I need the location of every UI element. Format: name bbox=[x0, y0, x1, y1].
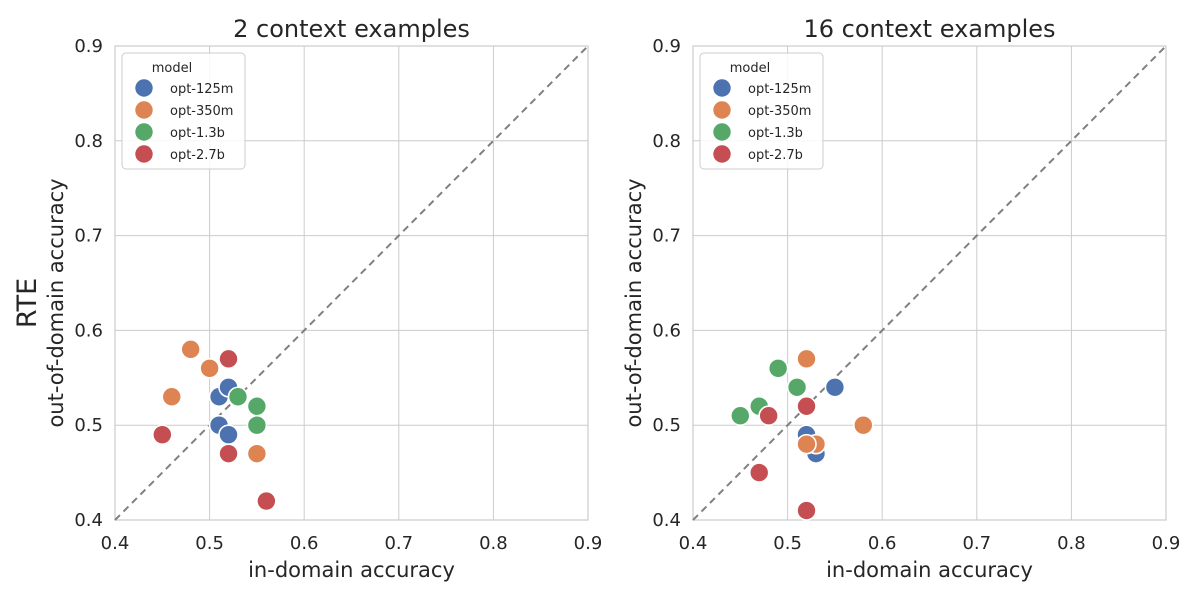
data-point-opt-2.7b bbox=[796, 395, 817, 417]
legend-box bbox=[121, 52, 246, 170]
legend: model opt-125m opt-350m opt-1.3b opt-2.7b bbox=[699, 52, 824, 170]
legend-marker-opt-2.7b bbox=[711, 143, 733, 165]
x-tick-label: 0.5 bbox=[773, 533, 802, 554]
legend-label-opt-1.3b: opt-1.3b bbox=[748, 126, 803, 141]
x-tick-label: 0.9 bbox=[1152, 533, 1181, 554]
x-axis-label: in-domain accuracy bbox=[248, 558, 455, 582]
legend-label-opt-1.3b: opt-1.3b bbox=[170, 126, 225, 141]
identity-line bbox=[692, 45, 1167, 521]
data-point-opt-350m bbox=[796, 348, 817, 370]
legend-marker-opt-1.3b bbox=[711, 121, 733, 143]
data-point-opt-350m bbox=[180, 339, 201, 360]
chart-panel-1: 0.4 0.5 0.6 0.7 0.8 0.9 0.4 0.5 0.6 0.7 0.8 0.9 2 co… bbox=[44, 15, 602, 582]
data-point-opt-2.7b bbox=[256, 490, 277, 512]
legend-marker-opt-350m bbox=[711, 99, 733, 121]
y-tick-label: 0.7 bbox=[652, 226, 681, 247]
data-point-opt-350m bbox=[199, 358, 220, 379]
y-axis-label: out-of-domain accuracy bbox=[44, 178, 68, 427]
legend-label-opt-2.7b: opt-2.7b bbox=[170, 148, 225, 163]
data-point-opt-125m bbox=[218, 424, 239, 445]
y-tick-label: 0.8 bbox=[652, 131, 681, 152]
plot-frame bbox=[114, 45, 589, 521]
data-point-opt-350m bbox=[161, 386, 183, 408]
data-point-opt-1.3b bbox=[729, 405, 751, 427]
x-tick-label: 0.7 bbox=[384, 533, 413, 554]
y-tick-label: 0.9 bbox=[74, 36, 103, 57]
data-point-opt-1.3b bbox=[246, 414, 268, 436]
row-label: RTE bbox=[12, 278, 43, 328]
y-tick-label: 0.7 bbox=[74, 226, 103, 247]
data-point-opt-2.7b bbox=[218, 443, 239, 464]
legend-label-opt-350m: opt-350m bbox=[170, 104, 233, 119]
legend-marker-opt-350m bbox=[133, 99, 155, 121]
legend-label-opt-125m: opt-125m bbox=[748, 82, 811, 97]
data-point-opt-2.7b bbox=[796, 500, 817, 521]
x-axis-label: in-domain accuracy bbox=[826, 558, 1033, 582]
legend-box bbox=[699, 52, 824, 170]
y-tick-label: 0.4 bbox=[652, 510, 681, 531]
data-point-opt-2.7b bbox=[152, 424, 173, 445]
x-tick-label: 0.5 bbox=[195, 533, 224, 554]
data-point-opt-1.3b bbox=[786, 376, 808, 398]
x-tick-label: 0.8 bbox=[1057, 533, 1086, 554]
legend-title: model bbox=[152, 61, 192, 76]
plot-frame bbox=[692, 45, 1167, 521]
identity-line bbox=[114, 45, 589, 521]
series-opt-125m bbox=[208, 376, 239, 445]
legend-label-opt-125m: opt-125m bbox=[170, 82, 233, 97]
x-tick-label: 0.4 bbox=[101, 533, 130, 554]
legend-marker-opt-125m bbox=[711, 77, 733, 99]
series-opt-1.3b bbox=[227, 386, 268, 436]
legend: model opt-125m opt-350m opt-1.3b opt-2.7b bbox=[121, 52, 246, 170]
data-point-opt-125m bbox=[824, 376, 846, 398]
series-opt-2.7b bbox=[748, 395, 817, 521]
data-point-opt-1.3b bbox=[246, 395, 268, 417]
series-opt-2.7b bbox=[152, 348, 277, 512]
legend-title: model bbox=[730, 61, 770, 76]
data-point-opt-1.3b bbox=[767, 358, 789, 379]
data-point-opt-2.7b bbox=[758, 405, 779, 427]
x-tick-label: 0.7 bbox=[962, 533, 991, 554]
chart-title: 16 context examples bbox=[803, 15, 1055, 43]
legend-label-opt-2.7b: opt-2.7b bbox=[748, 148, 803, 163]
y-axis-label: out-of-domain accuracy bbox=[622, 178, 646, 427]
y-tick-label: 0.5 bbox=[652, 415, 681, 436]
data-point-opt-350m bbox=[796, 433, 817, 455]
chart-panel-2: 0.4 0.5 0.6 0.7 0.8 0.9 0.4 0.5 0.6 0.7 0.8 0.9 16 c… bbox=[622, 15, 1180, 582]
x-tick-label: 0.6 bbox=[868, 533, 897, 554]
x-tick-label: 0.8 bbox=[479, 533, 508, 554]
series-opt-350m bbox=[796, 348, 874, 455]
data-point-opt-1.3b bbox=[227, 386, 249, 408]
y-tick-label: 0.6 bbox=[652, 320, 681, 341]
data-point-opt-350m bbox=[852, 414, 874, 436]
legend-marker-opt-1.3b bbox=[133, 121, 155, 143]
y-tick-label: 0.6 bbox=[74, 320, 103, 341]
x-tick-label: 0.4 bbox=[679, 533, 708, 554]
data-point-opt-2.7b bbox=[218, 348, 239, 370]
y-tick-label: 0.4 bbox=[74, 510, 103, 531]
data-point-opt-350m bbox=[246, 443, 268, 464]
chart-title: 2 context examples bbox=[233, 15, 470, 43]
legend-label-opt-350m: opt-350m bbox=[748, 104, 811, 119]
data-point-opt-2.7b bbox=[748, 462, 770, 483]
x-tick-label: 0.9 bbox=[574, 533, 603, 554]
legend-marker-opt-2.7b bbox=[133, 143, 155, 165]
legend-marker-opt-125m bbox=[133, 77, 155, 99]
y-tick-label: 0.9 bbox=[652, 36, 681, 57]
y-tick-label: 0.5 bbox=[74, 415, 103, 436]
series-opt-350m bbox=[161, 339, 268, 464]
y-tick-label: 0.8 bbox=[74, 131, 103, 152]
x-tick-label: 0.6 bbox=[290, 533, 319, 554]
